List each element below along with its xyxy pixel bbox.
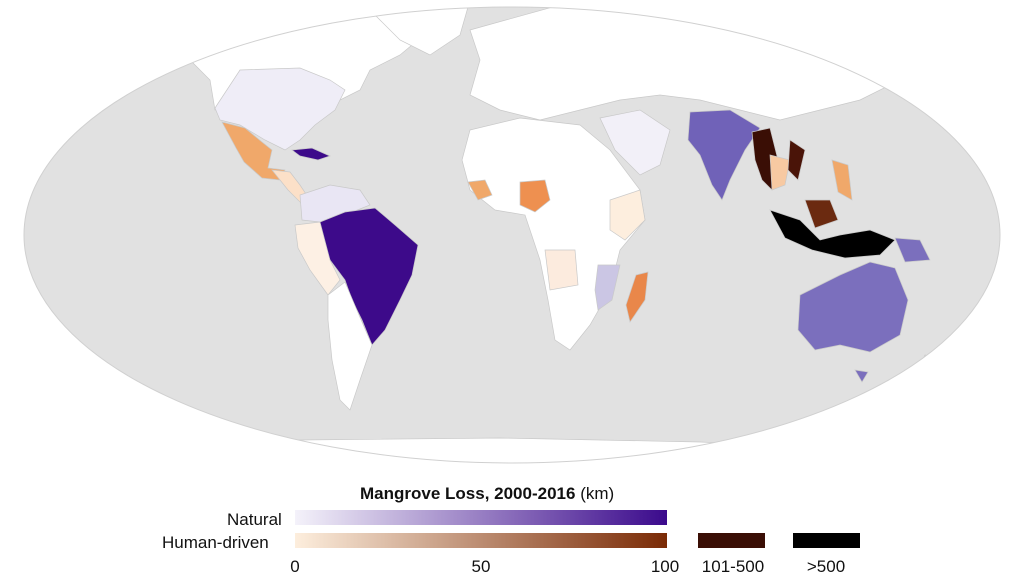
india (687, 109, 761, 201)
tick-100: 100 (650, 557, 680, 576)
mexico (221, 121, 286, 181)
cuba (291, 147, 331, 161)
tick-101-500: 101-500 (701, 557, 765, 576)
borneo (804, 199, 839, 229)
legend-title: Mangrove Loss, 2000-2016 (km) (360, 484, 615, 503)
tick-50: 50 (471, 557, 491, 576)
tick-0: 0 (290, 557, 300, 576)
tick-over-500: >500 (806, 557, 846, 576)
mozambique (594, 264, 621, 311)
natural-gradient-bar (295, 510, 667, 525)
vietnam (787, 139, 806, 181)
angola (544, 249, 579, 291)
natural-label: Natural (227, 510, 282, 529)
philippines (831, 159, 853, 201)
legend: Mangrove Loss, 2000-2016 (km) Natural Hu… (0, 470, 1024, 576)
peru (294, 221, 341, 296)
guinea (467, 179, 493, 201)
papua-new-guinea (894, 237, 931, 263)
arabia (599, 109, 671, 176)
south-south-america-nodata (327, 281, 373, 411)
human-driven-label: Human-driven (162, 533, 269, 552)
australia (797, 261, 909, 353)
usa (214, 67, 346, 151)
thailand (769, 154, 791, 191)
legend-unit: (km) (580, 484, 615, 503)
world-map (23, 6, 1001, 464)
class-101-500-swatch (698, 533, 765, 548)
tasmania (854, 369, 869, 383)
indonesia (769, 209, 896, 259)
brazil (319, 207, 419, 346)
east-africa (609, 189, 646, 241)
class-over-500-swatch (793, 533, 860, 548)
madagascar (625, 271, 649, 323)
human-driven-gradient-bar (295, 533, 667, 548)
nigeria (519, 179, 551, 213)
